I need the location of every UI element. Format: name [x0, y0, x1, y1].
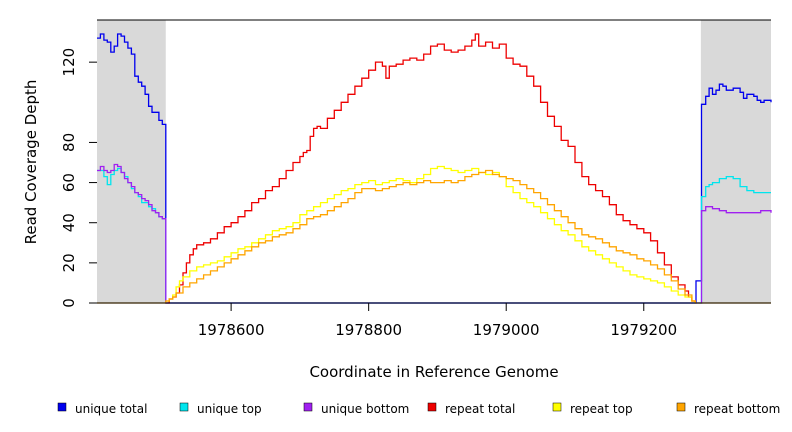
x-tick-label: 1978800: [335, 321, 402, 339]
legend-label-unique-top: unique top: [197, 402, 262, 416]
y-tick-label: 60: [60, 173, 78, 192]
legend-label-repeat-top: repeat top: [570, 402, 633, 416]
legend-label-unique-total: unique total: [75, 402, 147, 416]
series-line-repeat-top: [165, 165, 696, 303]
legend-swatch-unique-total: [57, 402, 67, 412]
series-lines: [97, 33, 772, 304]
x-axis: 1978600 1978800 1979000 1979200: [198, 303, 677, 339]
y-tick-label: 20: [60, 253, 78, 272]
y-axis: 0 20 40 60 80 120: [60, 48, 97, 308]
legend: unique total unique top unique bottom repea…: [57, 402, 780, 416]
series-line-repeat-total: [165, 33, 696, 304]
legend-swatch-repeat-bottom: [676, 402, 686, 412]
shaded-regions: [97, 20, 771, 303]
legend-swatch-repeat-top: [552, 402, 562, 412]
shaded-region-2: [700, 20, 771, 303]
legend-label-unique-bottom: unique bottom: [321, 402, 409, 416]
legend-swatch-repeat-total: [427, 402, 437, 412]
x-tick-label: 1979200: [610, 321, 677, 339]
y-tick-label: 80: [60, 133, 78, 152]
y-tick-label: 40: [60, 213, 78, 232]
x-axis-label: Coordinate in Reference Genome: [309, 363, 558, 381]
y-axis-label: Read Coverage Depth: [22, 80, 40, 245]
x-tick-label: 1979000: [473, 321, 540, 339]
legend-label-repeat-total: repeat total: [445, 402, 515, 416]
y-tick-label: 0: [60, 298, 78, 308]
series-line-unique-bottom: [97, 163, 772, 304]
legend-label-repeat-bottom: repeat bottom: [694, 402, 780, 416]
series-line-unique-top: [97, 167, 771, 304]
legend-swatch-unique-bottom: [303, 402, 313, 412]
series-line-repeat-bottom: [97, 169, 771, 304]
x-tick-label: 1978600: [198, 321, 265, 339]
legend-swatch-unique-top: [179, 402, 189, 412]
shaded-region-1: [97, 20, 166, 303]
y-tick-label: 120: [60, 48, 78, 77]
